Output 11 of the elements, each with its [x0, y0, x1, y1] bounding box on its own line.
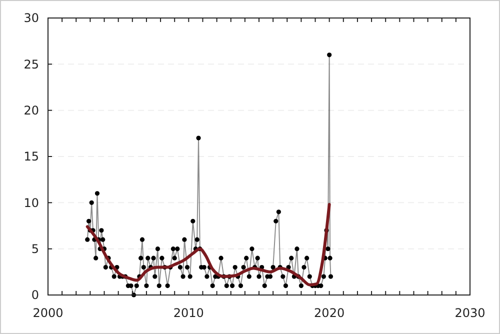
y-tick-label: 5 [31, 242, 39, 256]
y-tick-label: 30 [24, 11, 39, 26]
x-tick-label: 2000 [32, 306, 64, 320]
x-tick-label: 2020 [314, 306, 345, 320]
x-tick-label: 2010 [173, 306, 204, 320]
y-tick-label: 0 [31, 288, 39, 302]
y-tick-label: 10 [24, 196, 39, 210]
x-tick-label: 2030 [454, 306, 486, 320]
y-tick-label: 20 [24, 104, 39, 118]
y-tick-label: 25 [24, 57, 39, 72]
y-tick-label: 15 [24, 150, 39, 164]
